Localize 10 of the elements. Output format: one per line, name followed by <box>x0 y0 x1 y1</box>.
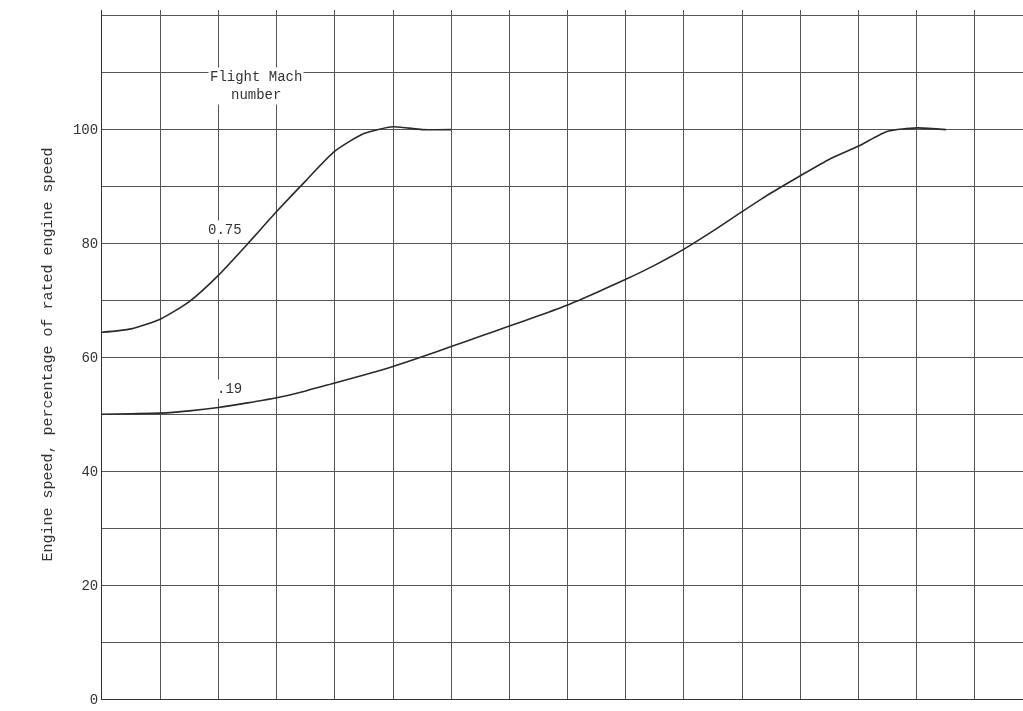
y-tick-label: 60 <box>81 350 99 367</box>
legend-title: Flight Mach number <box>210 69 303 104</box>
y-tick-label: 40 <box>81 464 99 481</box>
y-tick-label: 100 <box>72 122 99 139</box>
series-label: 0.75 <box>208 222 242 238</box>
y-axis-title: Engine speed, percentage of rated engine speed <box>40 147 58 562</box>
series-label: .19 <box>217 381 243 397</box>
y-tick-label: 80 <box>81 236 99 253</box>
y-tick-label: 20 <box>81 578 99 595</box>
y-tick-label: 0 <box>89 691 99 708</box>
